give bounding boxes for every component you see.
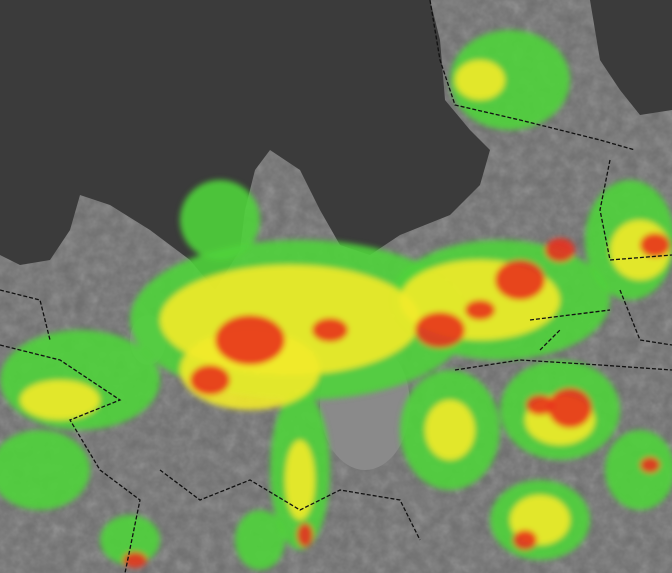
boundary-line	[429, 0, 636, 151]
sea-area-east	[590, 0, 672, 115]
boundary-line	[529, 309, 611, 351]
heat-zone-high	[190, 365, 230, 395]
heat-zone-high	[526, 395, 554, 415]
boundary-line	[0, 289, 51, 341]
boundary-line	[159, 469, 421, 541]
heat-layer	[0, 30, 672, 570]
heat-zone-mid	[425, 400, 475, 460]
boundary-line	[0, 344, 141, 573]
heat-zone-low	[0, 430, 90, 510]
heat-zone-high	[513, 530, 537, 550]
sea-area	[0, 0, 490, 290]
heat-zone-low	[100, 515, 160, 565]
heat-zone-high	[640, 233, 670, 257]
heat-zone-mid	[20, 380, 100, 420]
heat-zone-low	[450, 30, 570, 130]
heat-zone-high	[215, 315, 285, 365]
heat-zone-high	[495, 260, 545, 300]
boundary-line	[599, 159, 672, 261]
heat-zone-high	[415, 312, 465, 348]
heat-zone-high	[297, 523, 313, 547]
heat-zone-low	[605, 430, 672, 510]
heat-zone-low	[235, 510, 285, 570]
heat-zone-high	[640, 457, 660, 473]
heat-zone-high	[312, 318, 348, 342]
heat-zone-mid	[455, 60, 505, 100]
boundary-line	[619, 289, 672, 346]
heat-zone-low	[180, 180, 260, 260]
heat-zone-mid	[285, 440, 315, 520]
heat-zone-high	[465, 300, 495, 320]
heat-zone-high	[545, 238, 575, 262]
heat-zone-high	[123, 552, 147, 568]
boundary-line	[454, 359, 672, 371]
heat-zone-high	[548, 388, 592, 428]
